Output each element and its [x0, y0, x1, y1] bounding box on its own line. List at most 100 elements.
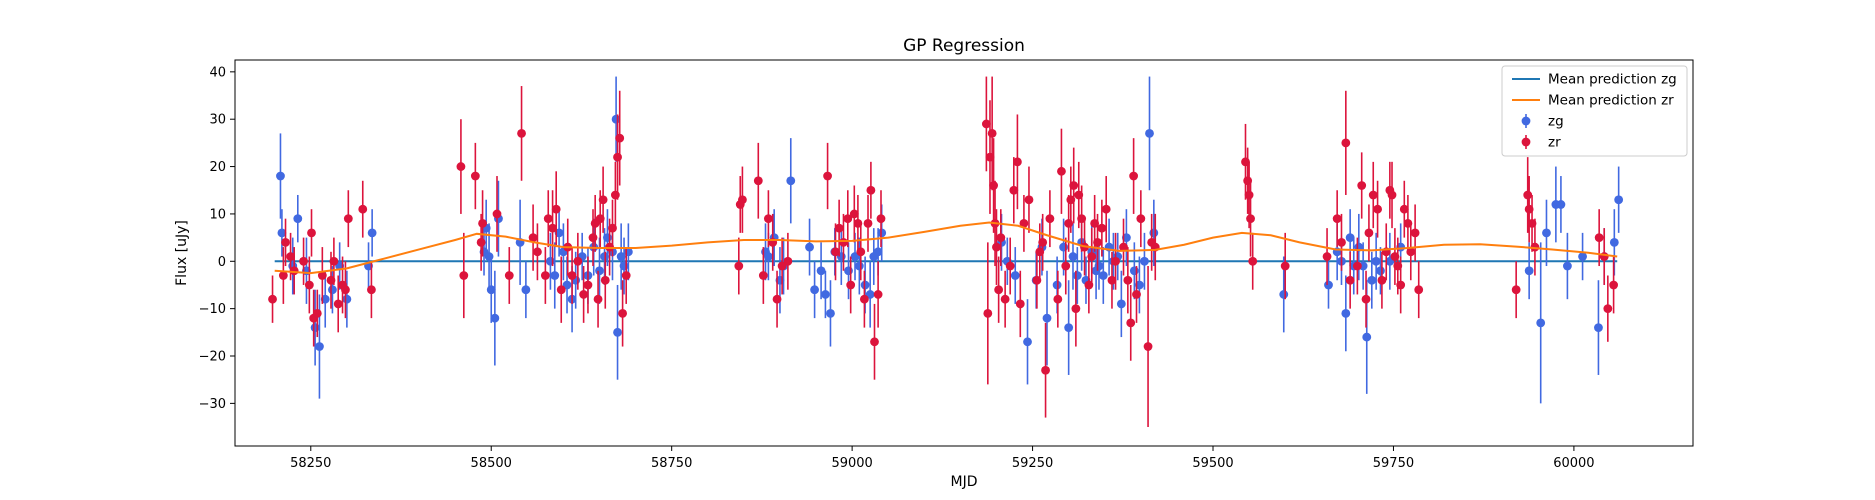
zr-point: [1244, 190, 1254, 200]
legend-entry-mean-zr: Mean prediction zr: [1512, 93, 1674, 109]
zr-point: [738, 195, 747, 205]
zr-point: [1041, 365, 1050, 375]
zg-point: [1094, 261, 1104, 271]
zr-point: [1280, 261, 1290, 271]
zr-point: [1111, 256, 1120, 266]
legend-label: Mean prediction zr: [1548, 93, 1674, 109]
zg-point: [613, 327, 622, 337]
zg-point: [550, 271, 560, 280]
zg-point: [1563, 261, 1572, 271]
zg-point: [805, 242, 814, 252]
zr-point: [1341, 138, 1351, 148]
zr-point: [1603, 304, 1613, 314]
zr-point: [1126, 318, 1136, 328]
zg-point: [276, 171, 285, 181]
zr-point: [1038, 237, 1048, 247]
zr-point: [1523, 190, 1533, 200]
zr-point: [1064, 218, 1074, 228]
zg-point: [1324, 280, 1333, 290]
zr-point: [613, 152, 622, 162]
zr-point: [1387, 190, 1397, 200]
zg-point: [310, 323, 320, 332]
zr-point: [1143, 342, 1153, 351]
zg-point: [342, 294, 352, 304]
zr-point: [1368, 190, 1378, 200]
zr-point: [579, 290, 589, 299]
zg-point: [873, 247, 883, 257]
y-axis-label: Flux [uJy]: [174, 220, 190, 286]
zr-point: [873, 290, 883, 299]
y-tick-label: 10: [209, 207, 226, 222]
zg-point: [1362, 332, 1372, 342]
legend-marker-swatch: [1521, 137, 1531, 147]
zr-point: [987, 129, 997, 138]
x-tick-label: 59750: [1373, 456, 1414, 471]
zr-point: [367, 285, 376, 295]
zg-point: [1536, 318, 1546, 328]
zg-point: [1064, 323, 1074, 332]
zr-point: [772, 294, 782, 304]
zr-point: [763, 214, 773, 224]
zr-point: [1101, 204, 1111, 214]
zr-point: [1337, 237, 1346, 247]
zr-point: [1399, 204, 1409, 214]
zr-point: [1322, 252, 1332, 261]
zg-point: [763, 252, 773, 261]
zr-point: [1594, 233, 1604, 243]
zg-point: [854, 261, 864, 271]
y-tick-label: −30: [199, 397, 226, 412]
zr-point: [1248, 256, 1258, 266]
zr-point: [1119, 242, 1128, 252]
zr-point: [289, 266, 299, 276]
y-tick-label: 40: [209, 65, 226, 80]
zr-point: [1373, 204, 1382, 214]
zr-point: [1093, 237, 1102, 247]
legend-label: zg: [1548, 114, 1564, 130]
x-tick-label: 58500: [471, 456, 512, 471]
zr-point: [621, 271, 631, 280]
zr-point: [856, 247, 866, 257]
zr-point: [870, 337, 879, 347]
zr-point: [312, 308, 322, 318]
zr-point: [504, 271, 514, 280]
zr-point: [992, 242, 1001, 252]
zr-point: [456, 162, 466, 171]
zr-point: [783, 256, 793, 266]
zr-point: [876, 214, 886, 224]
zg-point: [1367, 275, 1377, 285]
axes-frame: [234, 59, 1694, 447]
zg-point: [1023, 337, 1032, 347]
zr-point: [734, 261, 744, 271]
zg-point: [1010, 271, 1020, 280]
zr-point: [989, 181, 998, 190]
zr-point: [329, 256, 339, 266]
zr-point: [859, 294, 869, 304]
zr-point: [600, 275, 610, 285]
zr-point: [1015, 299, 1025, 309]
zr-point: [299, 256, 308, 266]
zr-point: [831, 247, 840, 257]
zr-point: [753, 176, 763, 186]
zr-point: [304, 280, 314, 290]
zr-point: [758, 271, 768, 280]
zr-point: [548, 223, 557, 233]
y-tick-label: 20: [209, 160, 226, 175]
zr-point: [533, 247, 542, 257]
zr-point: [849, 209, 859, 219]
zr-point: [573, 256, 583, 266]
zr-point: [834, 223, 844, 233]
zg-point: [1098, 271, 1108, 280]
zg-point: [1524, 266, 1534, 276]
zg-point: [1042, 313, 1052, 323]
zr-point: [983, 308, 993, 318]
zr-point: [1352, 261, 1362, 271]
zg-point: [810, 285, 819, 295]
zr-point: [1246, 214, 1255, 224]
zr-point: [1069, 181, 1079, 190]
mean-prediction-zr-line: [274, 221, 1618, 275]
zg-point: [1341, 308, 1351, 318]
zr-point: [478, 218, 487, 228]
zr-point: [1410, 228, 1420, 238]
zr-point: [358, 204, 368, 214]
